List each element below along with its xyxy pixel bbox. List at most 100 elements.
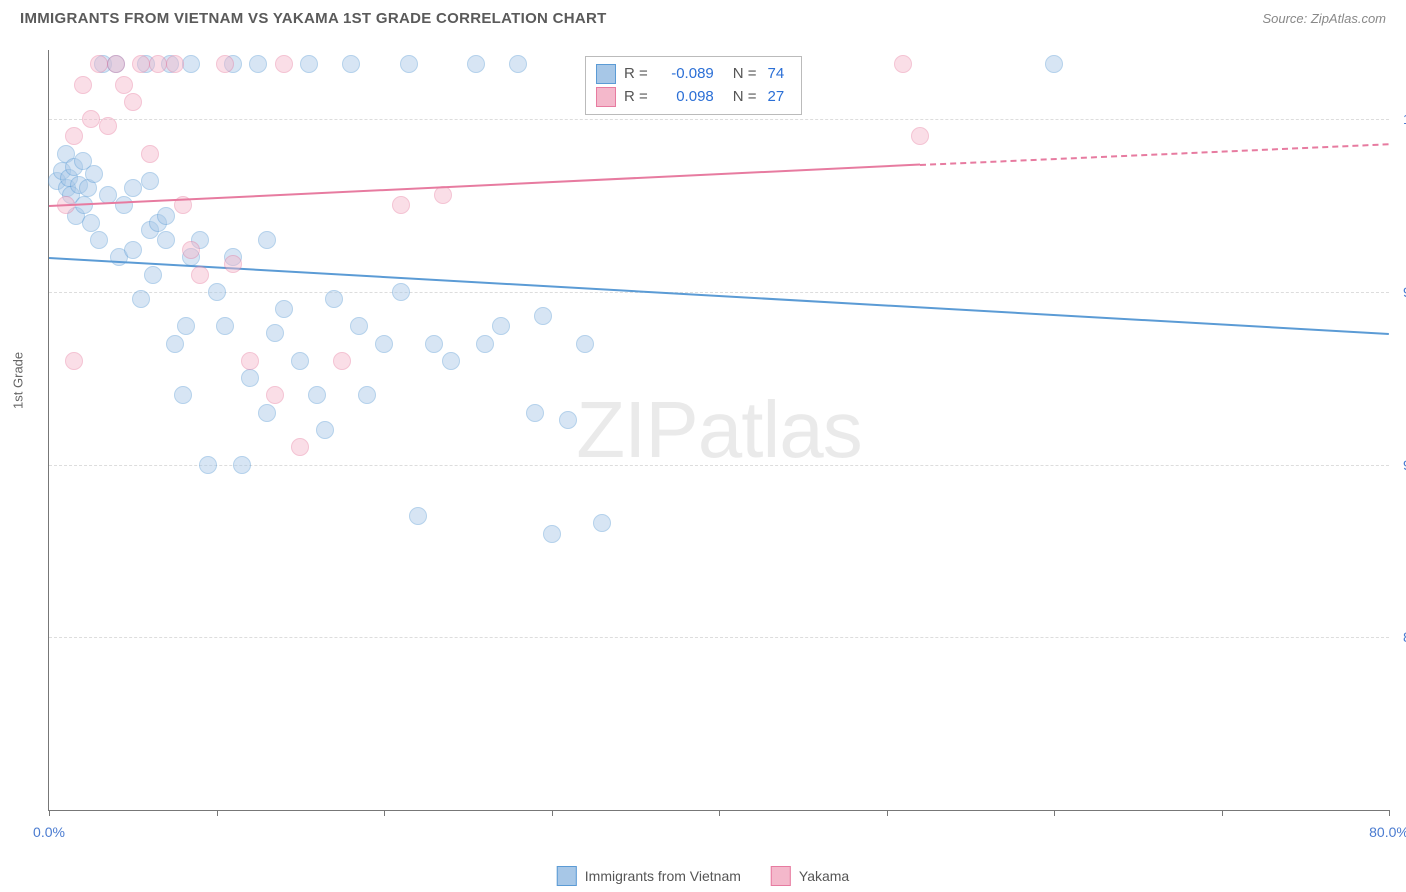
data-point	[124, 241, 142, 259]
x-tick-mark	[1054, 810, 1055, 816]
stats-legend: R = -0.089 N = 74 R = 0.098 N = 27	[585, 56, 802, 115]
data-point	[275, 300, 293, 318]
r-value: 0.098	[656, 86, 717, 109]
scatter-chart: ZIPatlas 85.0%90.0%95.0%100.0%0.0%80.0%R…	[48, 50, 1389, 811]
data-point	[266, 324, 284, 342]
data-point	[576, 335, 594, 353]
data-point	[593, 514, 611, 532]
y-tick-label: 100.0%	[1393, 111, 1406, 127]
data-point	[141, 172, 159, 190]
data-point	[894, 55, 912, 73]
data-point	[124, 179, 142, 197]
data-point	[509, 55, 527, 73]
data-point	[144, 266, 162, 284]
data-point	[526, 404, 544, 422]
gridline	[49, 637, 1389, 638]
data-point	[199, 456, 217, 474]
data-point	[492, 317, 510, 335]
data-point	[375, 335, 393, 353]
data-point	[157, 207, 175, 225]
chart-title: IMMIGRANTS FROM VIETNAM VS YAKAMA 1ST GR…	[20, 10, 607, 27]
x-tick-mark	[887, 810, 888, 816]
r-value: -0.089	[656, 63, 717, 86]
data-point	[241, 352, 259, 370]
legend-row: R = 0.098 N = 27	[596, 86, 787, 109]
data-point	[182, 55, 200, 73]
x-tick-mark	[1389, 810, 1390, 816]
x-tick-label: 80.0%	[1369, 824, 1406, 840]
data-point	[85, 165, 103, 183]
data-point	[233, 456, 251, 474]
data-point	[911, 127, 929, 145]
legend-row: R = -0.089 N = 74	[596, 63, 787, 86]
data-point	[434, 186, 452, 204]
y-tick-label: 95.0%	[1393, 284, 1406, 300]
n-label: N =	[733, 63, 757, 86]
watermark-zip: ZIP	[576, 385, 697, 474]
data-point	[476, 335, 494, 353]
x-tick-mark	[719, 810, 720, 816]
data-point	[166, 55, 184, 73]
data-point	[1045, 55, 1063, 73]
data-point	[392, 283, 410, 301]
data-point	[99, 117, 117, 135]
n-value: 74	[765, 63, 788, 86]
x-tick-mark	[217, 810, 218, 816]
data-point	[316, 421, 334, 439]
source-attribution: Source: ZipAtlas.com	[1262, 11, 1386, 26]
bottom-legend-item: Immigrants from Vietnam	[557, 866, 741, 886]
x-tick-label: 0.0%	[33, 824, 65, 840]
data-point	[115, 196, 133, 214]
y-tick-label: 85.0%	[1393, 629, 1406, 645]
data-point	[342, 55, 360, 73]
data-point	[258, 404, 276, 422]
data-point	[392, 196, 410, 214]
data-point	[258, 231, 276, 249]
data-point	[132, 290, 150, 308]
data-point	[157, 231, 175, 249]
data-point	[224, 255, 242, 273]
data-point	[291, 352, 309, 370]
data-point	[166, 335, 184, 353]
x-tick-mark	[384, 810, 385, 816]
y-axis-label: 1st Grade	[11, 352, 26, 409]
data-point	[149, 55, 167, 73]
n-value: 27	[765, 86, 788, 109]
trend-line	[920, 143, 1389, 166]
x-tick-mark	[1222, 810, 1223, 816]
data-point	[400, 55, 418, 73]
n-label: N =	[733, 86, 757, 109]
bottom-legend: Immigrants from Vietnam Yakama	[557, 866, 849, 886]
data-point	[182, 241, 200, 259]
data-point	[308, 386, 326, 404]
data-point	[115, 76, 133, 94]
legend-swatch	[771, 866, 791, 886]
bottom-legend-item: Yakama	[771, 866, 849, 886]
data-point	[266, 386, 284, 404]
data-point	[82, 110, 100, 128]
data-point	[90, 55, 108, 73]
r-label: R =	[624, 86, 648, 109]
gridline	[49, 119, 1389, 120]
data-point	[249, 55, 267, 73]
watermark: ZIPatlas	[576, 384, 861, 476]
data-point	[559, 411, 577, 429]
data-point	[442, 352, 460, 370]
data-point	[358, 386, 376, 404]
watermark-atlas: atlas	[698, 385, 862, 474]
r-label: R =	[624, 63, 648, 86]
legend-swatch	[596, 64, 616, 84]
data-point	[467, 55, 485, 73]
data-point	[132, 55, 150, 73]
title-bar: IMMIGRANTS FROM VIETNAM VS YAKAMA 1ST GR…	[0, 0, 1406, 35]
data-point	[65, 127, 83, 145]
data-point	[174, 386, 192, 404]
x-tick-mark	[552, 810, 553, 816]
data-point	[534, 307, 552, 325]
data-point	[300, 55, 318, 73]
data-point	[543, 525, 561, 543]
trend-line	[49, 257, 1389, 335]
data-point	[409, 507, 427, 525]
data-point	[74, 76, 92, 94]
legend-label: Yakama	[799, 868, 849, 884]
